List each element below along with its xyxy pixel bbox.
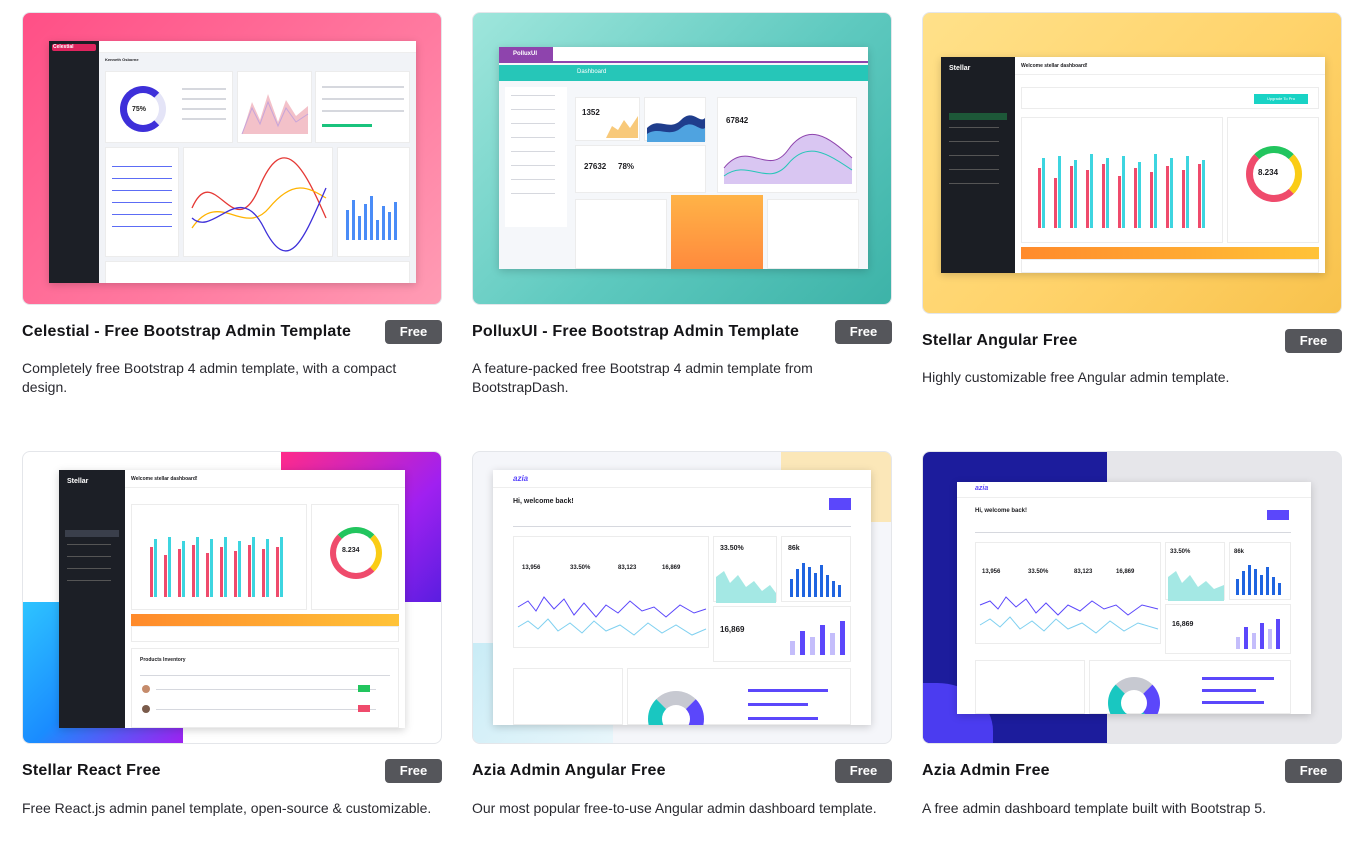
price-badge: Free (835, 320, 892, 344)
template-preview-image[interactable]: Stellar Welcome stellar dashboard! Upgra… (922, 12, 1342, 314)
template-title[interactable]: Azia Admin Angular Free (472, 762, 666, 779)
template-preview-image[interactable]: azia Hi, welcome back! 13,956 33.50% 83,… (922, 451, 1342, 744)
price-badge: Free (1285, 759, 1342, 783)
template-preview-image[interactable]: Celestial Kenneth Osborne 75% (22, 12, 442, 305)
preview-brand: Stellar (949, 65, 971, 72)
preview-brand: PolluxUI (513, 51, 538, 57)
template-description: Highly customizable free Angular admin t… (922, 369, 1230, 385)
template-description: Completely free Bootstrap 4 admin templa… (22, 360, 397, 395)
template-preview-image[interactable]: PolluxUI Dashboard 1352 27632 (472, 12, 892, 305)
template-title[interactable]: PolluxUI - Free Bootstrap Admin Template (472, 323, 800, 340)
price-badge: Free (385, 320, 442, 344)
template-description: A feature-packed free Bootstrap 4 admin … (472, 360, 813, 395)
template-title[interactable]: Celestial - Free Bootstrap Admin Templat… (22, 323, 352, 340)
preview-brand: azia (513, 474, 529, 483)
template-title[interactable]: Stellar Angular Free (922, 332, 1078, 349)
template-description: A free admin dashboard template built wi… (922, 800, 1266, 816)
template-preview-image[interactable]: Stellar Welcome stellar dashboard! (22, 451, 442, 744)
preview-brand: Celestial (53, 44, 74, 50)
preview-brand: Stellar (67, 478, 89, 485)
template-title[interactable]: Stellar React Free (22, 762, 161, 779)
template-description: Free React.js admin panel template, open… (22, 800, 432, 816)
template-preview-image[interactable]: azia Hi, welcome back! 13,956 33.50% 83,… (472, 451, 892, 744)
price-badge: Free (1285, 329, 1342, 353)
template-title[interactable]: Azia Admin Free (922, 762, 1050, 779)
price-badge: Free (835, 759, 892, 783)
price-badge: Free (385, 759, 442, 783)
preview-brand: azia (975, 485, 989, 492)
template-description: Our most popular free-to-use Angular adm… (472, 800, 877, 816)
